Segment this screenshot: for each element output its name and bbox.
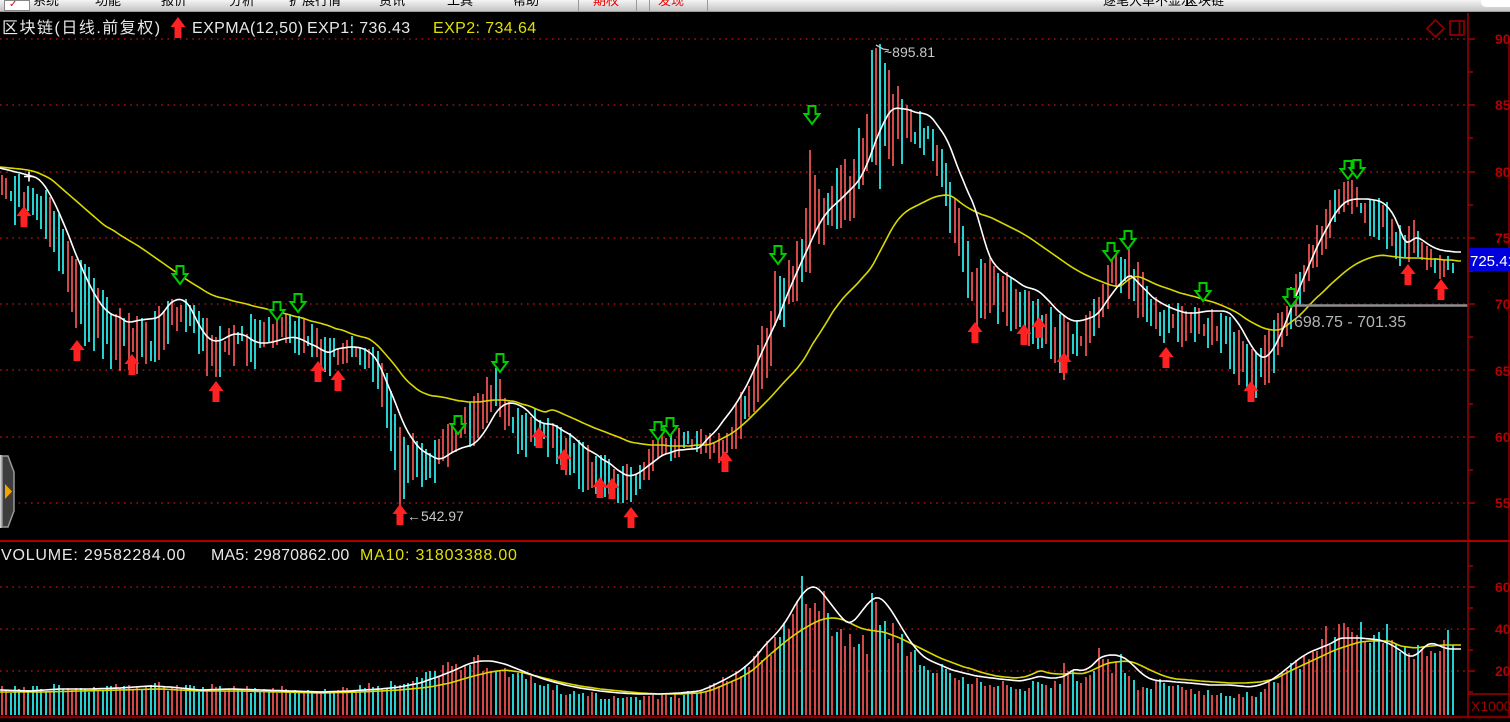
svg-text:MA10: 31803388.00: MA10: 31803388.00 [360,547,518,564]
svg-text:698.75 - 701.35: 698.75 - 701.35 [1294,314,1406,331]
svg-text:40: 40 [1495,621,1510,637]
svg-text:区块链(日线.前复权): 区块链(日线.前复权) [2,19,162,37]
svg-text:←542.97: ←542.97 [407,508,464,524]
svg-text:80: 80 [1495,164,1510,180]
svg-text:20: 20 [1495,663,1510,679]
svg-text:725.41: 725.41 [1470,253,1510,270]
svg-text:EXP2: 734.64: EXP2: 734.64 [433,20,537,37]
svg-text:60: 60 [1495,579,1510,595]
svg-text:90: 90 [1495,31,1510,47]
svg-text:65: 65 [1495,363,1510,379]
svg-text:~895.81: ~895.81 [884,44,935,60]
svg-text:X10000: X10000 [1471,698,1510,714]
svg-text:VOLUME: 29582284.00: VOLUME: 29582284.00 [1,547,186,564]
svg-text:70: 70 [1495,296,1510,312]
svg-text:EXP1: 736.43: EXP1: 736.43 [307,20,411,37]
svg-text:EXPMA(12,50): EXPMA(12,50) [192,20,304,37]
svg-text:MA5: 29870862.00: MA5: 29870862.00 [211,547,349,564]
svg-text:60: 60 [1495,429,1510,445]
svg-text:75: 75 [1495,230,1510,246]
svg-text:85: 85 [1495,97,1510,113]
svg-text:55: 55 [1495,495,1510,511]
